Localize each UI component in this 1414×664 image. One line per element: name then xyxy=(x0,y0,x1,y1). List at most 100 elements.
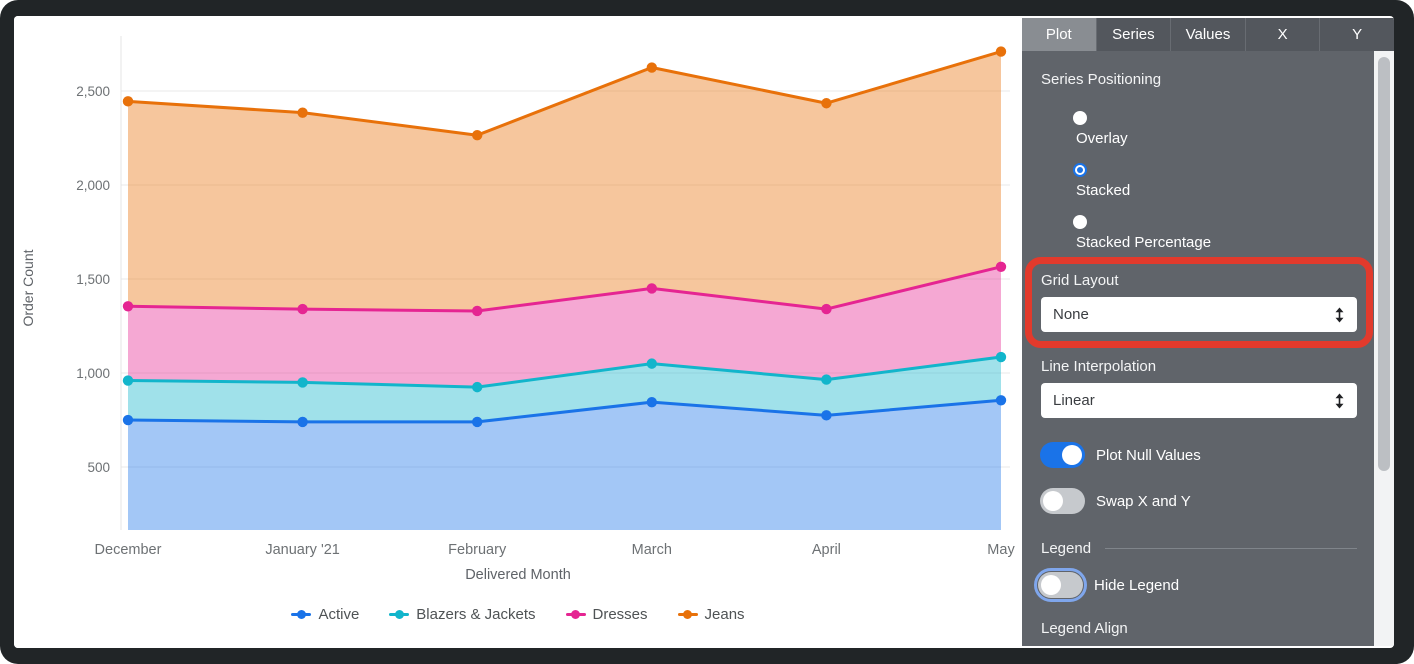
y-tick-label: 2,000 xyxy=(76,178,110,193)
x-tick-label: April xyxy=(811,542,841,558)
chart-canvas: 500 1,000 1,500 2,000 2,500 December January … xyxy=(14,16,1022,648)
data-point[interactable] xyxy=(472,416,483,428)
legend-label: Blazers & Jackets xyxy=(416,606,536,623)
data-point[interactable] xyxy=(646,62,657,73)
panel-scrollbar-thumb[interactable] xyxy=(1378,57,1390,471)
x-tick-label: December xyxy=(94,542,162,558)
hide-legend-row: Hide Legend xyxy=(1034,568,1180,602)
tab-plot[interactable]: Plot xyxy=(1022,18,1096,51)
data-point[interactable] xyxy=(821,410,832,421)
series-line-Active xyxy=(126,398,1003,424)
grid-layout-title: Grid Layout xyxy=(1041,272,1119,289)
radio-icon-selected[interactable] xyxy=(1073,163,1087,177)
panel-scrollbar-track[interactable] xyxy=(1374,51,1394,646)
app-content: 500 1,000 1,500 2,000 2,500 December January … xyxy=(14,16,1394,648)
legend-item-Jeans[interactable]: Jeans xyxy=(677,606,745,623)
legend-label: Jeans xyxy=(704,606,745,623)
legend-align-title: Legend Align xyxy=(1041,620,1128,637)
data-point[interactable] xyxy=(297,416,308,428)
data-point[interactable] xyxy=(646,396,657,408)
series-line-Blazers & Jackets xyxy=(126,355,1003,389)
legend-label: Dresses xyxy=(592,606,648,623)
legend-item-Active[interactable]: Active xyxy=(291,606,359,623)
series-line-Dresses xyxy=(126,265,1003,313)
data-point[interactable] xyxy=(297,377,308,388)
data-point[interactable] xyxy=(821,303,832,315)
toggle-knob xyxy=(1062,445,1082,465)
legend-item-Dresses[interactable]: Dresses xyxy=(565,606,648,623)
data-point[interactable] xyxy=(646,358,657,369)
line-interpolation-select[interactable]: Linear xyxy=(1041,383,1357,418)
legend-item-Blazers & Jackets[interactable]: Blazers & Jackets xyxy=(389,606,536,623)
data-point[interactable] xyxy=(297,303,308,315)
legend-marker xyxy=(389,610,410,619)
legend-marker xyxy=(677,610,698,619)
radio-label: Stacked Percentage xyxy=(1076,234,1212,251)
data-point[interactable] xyxy=(995,46,1007,57)
data-point[interactable] xyxy=(122,96,134,107)
data-point[interactable] xyxy=(995,395,1007,406)
legend-marker xyxy=(291,610,312,619)
grid-layout-value: None xyxy=(1053,306,1089,323)
data-point[interactable] xyxy=(122,414,134,426)
data-point[interactable] xyxy=(821,374,832,385)
toggle-knob xyxy=(1043,491,1063,511)
legend-label: Active xyxy=(318,606,360,623)
plot-null-values-label: Plot Null Values xyxy=(1096,446,1201,464)
swap-x-y-toggle[interactable] xyxy=(1040,488,1085,514)
grid-layout-select[interactable]: None xyxy=(1041,297,1357,332)
plot-null-values-toggle[interactable] xyxy=(1040,442,1085,468)
data-point[interactable] xyxy=(472,130,483,141)
data-point[interactable] xyxy=(472,381,483,393)
panel-body: Series Positioning Overlay Stacked Stack… xyxy=(1022,51,1374,646)
data-point[interactable] xyxy=(122,375,134,386)
legend-section-title: Legend xyxy=(1041,540,1092,557)
x-tick-label: May xyxy=(987,542,1015,558)
tab-values[interactable]: Values xyxy=(1170,18,1245,51)
data-point[interactable] xyxy=(297,107,308,118)
radio-label: Overlay xyxy=(1076,130,1128,147)
radio-icon[interactable] xyxy=(1073,111,1087,125)
radio-option-stacked[interactable]: Stacked xyxy=(1073,163,1130,199)
radio-option-stacked-percentage[interactable]: Stacked Percentage xyxy=(1073,215,1211,251)
legend-marker xyxy=(565,610,586,619)
x-tick-label: January '21 xyxy=(265,542,340,558)
updown-arrows-icon xyxy=(1335,307,1344,322)
stacked-area-chart: 500 1,000 1,500 2,000 2,500 xyxy=(76,36,1010,530)
data-point[interactable] xyxy=(122,301,134,312)
y-tick-label: 500 xyxy=(87,460,110,475)
x-tick-label: March xyxy=(631,542,672,558)
x-axis-title: Delivered Month xyxy=(465,567,571,583)
y-tick-label: 2,500 xyxy=(76,84,110,99)
line-interpolation-title: Line Interpolation xyxy=(1041,358,1157,375)
area-band-Blazers & Jackets xyxy=(128,357,1001,422)
area-band-Dresses xyxy=(128,266,1001,388)
plot-null-values-row: Plot Null Values xyxy=(1040,442,1201,468)
data-point[interactable] xyxy=(995,351,1007,363)
line-interpolation-value: Linear xyxy=(1053,392,1095,409)
area-band-Jeans xyxy=(128,51,1001,311)
settings-panel: Plot Series Values X Y Series Positionin… xyxy=(1022,16,1394,648)
data-point[interactable] xyxy=(821,98,832,109)
toggle-knob xyxy=(1041,575,1061,595)
updown-arrows-icon xyxy=(1335,393,1344,408)
y-tick-label: 1,000 xyxy=(76,366,110,381)
section-divider xyxy=(1105,548,1357,549)
hide-legend-label: Hide Legend xyxy=(1094,576,1180,594)
swap-x-y-label: Swap X and Y xyxy=(1096,492,1191,510)
radio-icon[interactable] xyxy=(1073,215,1087,229)
tab-series[interactable]: Series xyxy=(1095,18,1171,51)
data-point[interactable] xyxy=(472,305,483,317)
x-tick-label: February xyxy=(448,542,507,558)
radio-label: Stacked xyxy=(1076,182,1131,199)
hide-legend-toggle[interactable] xyxy=(1034,568,1087,602)
swap-x-y-row: Swap X and Y xyxy=(1040,488,1191,514)
chart-legend: Active Blazers & Jackets Dresses Jeans xyxy=(14,606,1022,623)
tab-y[interactable]: Y xyxy=(1319,18,1394,51)
radio-option-overlay[interactable]: Overlay xyxy=(1073,111,1128,147)
data-point[interactable] xyxy=(995,261,1007,272)
data-point[interactable] xyxy=(646,283,657,294)
tab-x[interactable]: X xyxy=(1244,18,1320,51)
y-axis-title: Order Count xyxy=(20,249,36,327)
